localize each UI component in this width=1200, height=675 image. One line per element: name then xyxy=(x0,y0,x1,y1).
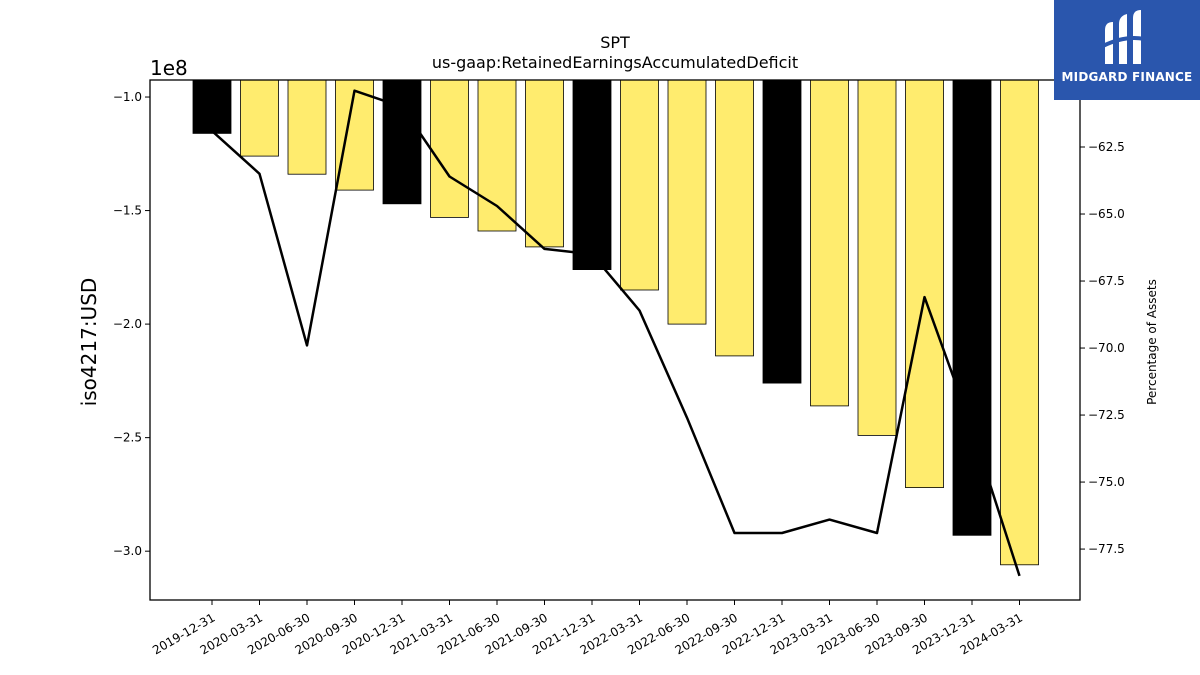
bar xyxy=(810,79,849,407)
y-axis-right-label: Percentage of Assets xyxy=(1145,279,1159,405)
logo-name: MIDGARD FINANCE xyxy=(1061,70,1193,84)
y-right-tick-label: −77.5 xyxy=(1088,542,1125,556)
bar xyxy=(192,79,232,134)
bar xyxy=(572,79,612,271)
bar xyxy=(620,79,659,291)
bar-group xyxy=(192,79,1039,566)
chart-title: SPT xyxy=(600,33,630,52)
y-right-tick-label: −75.0 xyxy=(1088,475,1125,489)
bar xyxy=(287,79,327,175)
line-group xyxy=(211,89,1021,577)
y-tick-label: −1.5 xyxy=(113,204,142,218)
y-right-tick-label: −62.5 xyxy=(1088,140,1125,154)
bar xyxy=(335,79,374,191)
bar xyxy=(762,79,802,384)
percentage-line xyxy=(211,89,1021,577)
y-axis-right-ticks: −62.5 −65.0 −67.5 −70.0 −72.5 −75.0 −77.5 xyxy=(1080,140,1125,556)
y-right-tick-label: −70.0 xyxy=(1088,341,1125,355)
y-scale-label: 1e8 xyxy=(150,56,188,80)
bar xyxy=(667,79,707,325)
bar xyxy=(382,79,422,205)
y-tick-label: −1.0 xyxy=(113,90,142,104)
x-axis-ticks: 2019-12-312020-03-312020-06-302020-09-30… xyxy=(150,600,1025,657)
y-right-tick-label: −65.0 xyxy=(1088,207,1125,221)
bar xyxy=(525,79,564,248)
bar xyxy=(715,79,754,357)
plot-frame xyxy=(149,79,1081,601)
bar xyxy=(477,79,517,232)
bar xyxy=(240,79,279,157)
bar xyxy=(430,79,469,218)
bar xyxy=(905,79,944,489)
bar xyxy=(952,79,992,536)
y-axis-left-ticks: −1.0 −1.5 −2.0 −2.5 −3.0 xyxy=(113,90,150,558)
bar xyxy=(1000,79,1039,566)
brand-logo: MIDGARD FINANCE xyxy=(1054,0,1200,100)
logo-mark-icon xyxy=(1102,10,1150,64)
y-tick-label: −2.0 xyxy=(113,317,142,331)
y-tick-label: −3.0 xyxy=(113,544,142,558)
bar xyxy=(857,79,897,436)
y-right-tick-label: −72.5 xyxy=(1088,408,1125,422)
axes xyxy=(149,79,1081,601)
chart-subtitle: us-gaap:RetainedEarningsAccumulatedDefic… xyxy=(432,53,798,72)
y-tick-label: −2.5 xyxy=(113,431,142,445)
y-right-tick-label: −67.5 xyxy=(1088,274,1125,288)
y-axis-label: iso4217:USD xyxy=(77,278,101,407)
